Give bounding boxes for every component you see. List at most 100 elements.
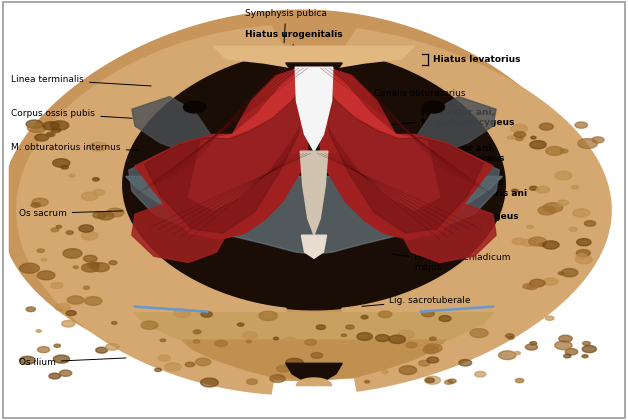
- Polygon shape: [126, 176, 502, 254]
- Polygon shape: [320, 67, 493, 239]
- Polygon shape: [514, 132, 526, 137]
- Polygon shape: [94, 189, 105, 195]
- Polygon shape: [173, 309, 190, 318]
- FancyBboxPatch shape: [3, 2, 625, 418]
- Polygon shape: [92, 263, 109, 272]
- Polygon shape: [555, 341, 572, 350]
- Polygon shape: [188, 67, 308, 210]
- Polygon shape: [46, 132, 55, 137]
- Polygon shape: [215, 340, 227, 346]
- Polygon shape: [427, 357, 439, 363]
- Polygon shape: [354, 369, 363, 374]
- Polygon shape: [357, 342, 364, 345]
- Polygon shape: [555, 171, 572, 180]
- Polygon shape: [558, 200, 568, 205]
- Polygon shape: [28, 123, 46, 132]
- Polygon shape: [422, 310, 435, 317]
- Text: M. levator ani,
M. iliococcygeus: M. levator ani, M. iliococcygeus: [379, 144, 504, 163]
- Polygon shape: [9, 10, 594, 380]
- Polygon shape: [543, 203, 563, 213]
- Polygon shape: [546, 316, 554, 320]
- Polygon shape: [37, 271, 55, 280]
- Polygon shape: [305, 339, 317, 345]
- Polygon shape: [575, 255, 592, 264]
- Polygon shape: [193, 330, 201, 334]
- Polygon shape: [512, 238, 525, 244]
- Polygon shape: [546, 147, 563, 155]
- Polygon shape: [295, 67, 333, 151]
- Polygon shape: [84, 286, 90, 289]
- Polygon shape: [389, 335, 406, 344]
- Polygon shape: [317, 325, 325, 330]
- Polygon shape: [82, 192, 98, 200]
- Polygon shape: [92, 178, 99, 181]
- Polygon shape: [185, 362, 195, 367]
- Polygon shape: [529, 186, 538, 190]
- Polygon shape: [512, 134, 523, 140]
- Polygon shape: [319, 371, 326, 375]
- Polygon shape: [214, 46, 414, 67]
- Polygon shape: [43, 122, 60, 130]
- Polygon shape: [406, 342, 417, 348]
- Text: Os sacrum: Os sacrum: [19, 209, 123, 218]
- Polygon shape: [135, 313, 493, 359]
- Polygon shape: [430, 337, 436, 341]
- Polygon shape: [511, 124, 528, 133]
- Polygon shape: [543, 278, 558, 285]
- Text: Hiatus analis: Hiatus analis: [245, 48, 303, 64]
- Polygon shape: [300, 151, 328, 235]
- Polygon shape: [246, 340, 251, 343]
- Polygon shape: [521, 239, 535, 246]
- Polygon shape: [402, 197, 496, 262]
- Polygon shape: [351, 355, 363, 362]
- Polygon shape: [582, 346, 597, 353]
- Polygon shape: [523, 284, 533, 289]
- Polygon shape: [423, 346, 438, 354]
- Polygon shape: [426, 378, 435, 383]
- Polygon shape: [35, 134, 48, 141]
- Polygon shape: [379, 311, 392, 318]
- Polygon shape: [200, 378, 219, 387]
- Polygon shape: [89, 142, 107, 151]
- Polygon shape: [311, 352, 323, 358]
- Polygon shape: [539, 243, 545, 246]
- Polygon shape: [578, 139, 598, 149]
- Polygon shape: [425, 344, 442, 353]
- Polygon shape: [301, 235, 327, 258]
- Polygon shape: [585, 220, 595, 226]
- Polygon shape: [439, 315, 451, 322]
- Polygon shape: [448, 379, 456, 383]
- Polygon shape: [399, 366, 416, 375]
- Polygon shape: [506, 334, 514, 338]
- Polygon shape: [132, 97, 210, 151]
- Polygon shape: [112, 321, 117, 324]
- Polygon shape: [499, 351, 516, 360]
- Polygon shape: [323, 84, 484, 233]
- Polygon shape: [273, 337, 279, 340]
- Polygon shape: [37, 249, 45, 252]
- Polygon shape: [106, 344, 119, 350]
- Polygon shape: [286, 363, 342, 386]
- Text: Symphysis pubica: Symphysis pubica: [245, 9, 327, 42]
- Polygon shape: [527, 285, 537, 290]
- Polygon shape: [165, 363, 181, 371]
- Polygon shape: [507, 136, 514, 139]
- Polygon shape: [182, 340, 446, 378]
- Polygon shape: [342, 334, 347, 336]
- Polygon shape: [51, 283, 63, 289]
- Polygon shape: [422, 101, 445, 113]
- Polygon shape: [425, 376, 440, 384]
- Polygon shape: [296, 378, 332, 386]
- Polygon shape: [559, 335, 572, 342]
- Text: Arcus tendineus
musculi levatoris ani: Arcus tendineus musculi levatoris ani: [379, 178, 527, 198]
- Polygon shape: [382, 370, 388, 373]
- Text: Linea terminalis: Linea terminalis: [11, 75, 151, 86]
- Polygon shape: [135, 67, 308, 239]
- Polygon shape: [512, 189, 518, 192]
- Polygon shape: [564, 354, 571, 358]
- Polygon shape: [57, 226, 62, 228]
- Polygon shape: [561, 268, 578, 277]
- Polygon shape: [67, 296, 84, 304]
- Polygon shape: [50, 121, 69, 130]
- Polygon shape: [62, 320, 75, 327]
